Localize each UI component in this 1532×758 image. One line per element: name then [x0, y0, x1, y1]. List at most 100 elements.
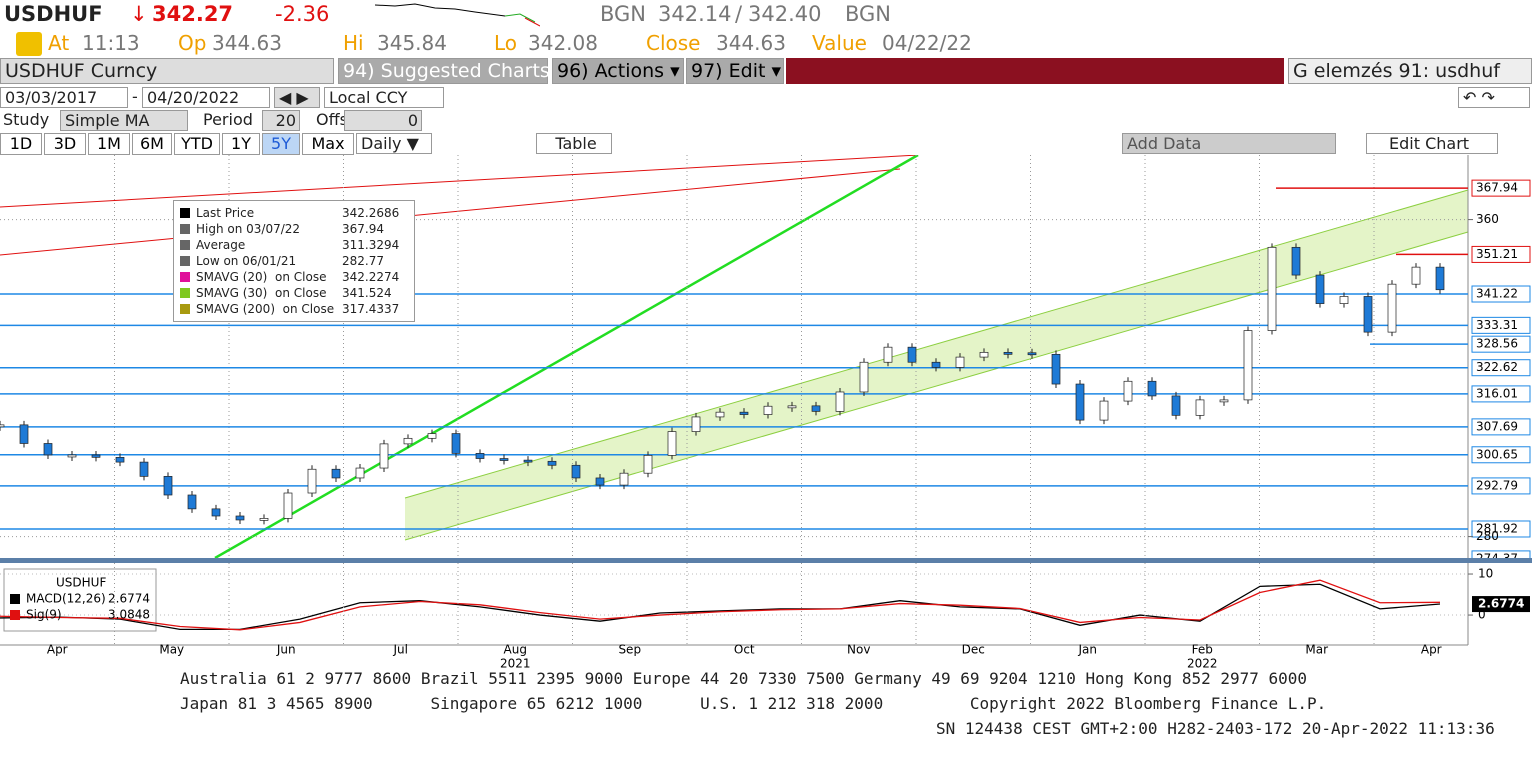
candle — [931, 361, 941, 368]
level-tag — [1471, 359, 1531, 377]
add-data[interactable]: Add Data — [1122, 133, 1336, 154]
x-year-label: 2021 — [500, 657, 531, 671]
legend-label: SMAVG (200) on Close — [196, 302, 335, 316]
period-button[interactable]: 1M — [88, 133, 130, 155]
menu-button[interactable]: 97) Edit ▾ — [686, 58, 784, 84]
quote-label: Hi — [343, 31, 364, 55]
menu-button[interactable]: 94) Suggested Charts — [338, 58, 550, 84]
candle — [691, 416, 701, 432]
candle — [91, 454, 101, 458]
menu-label: 94) Suggested Charts — [343, 60, 550, 82]
candle — [1195, 399, 1205, 416]
quote-label: Close — [646, 31, 701, 55]
candle — [643, 455, 653, 474]
separator: / — [735, 2, 743, 26]
period-button[interactable]: Max — [302, 133, 354, 155]
candle — [1051, 353, 1061, 385]
footer-line: Japan 81 3 4565 8900 Singapore 65 6212 1… — [180, 694, 1327, 713]
legend-value: 341.524 — [342, 286, 392, 300]
bid-ccy: BGN — [600, 2, 647, 26]
legend-row: SMAVG (30) on Close 341.524 — [174, 285, 414, 301]
y-tick-label: 0 — [1478, 608, 1486, 622]
candle — [283, 492, 293, 519]
period-button[interactable]: YTD — [174, 133, 220, 155]
y-tick-label: 280 — [1476, 529, 1499, 543]
period-button[interactable]: 1D — [0, 133, 42, 155]
period-input[interactable]: 20 — [262, 110, 300, 131]
security-box[interactable]: USDHUF Curncy — [0, 58, 334, 84]
end-date[interactable]: 04/20/2022 — [142, 87, 270, 108]
candle — [1219, 399, 1229, 403]
level-tag — [1471, 316, 1531, 334]
candle — [1267, 246, 1277, 331]
legend-label: High on 03/07/22 — [196, 222, 301, 236]
candle — [235, 515, 245, 521]
legend-value: 342.2274 — [342, 270, 400, 284]
function-box[interactable]: G elemzés 91: usdhuf — [1288, 58, 1532, 84]
level-tag — [1471, 446, 1531, 464]
candle — [1027, 352, 1037, 356]
macd-line — [0, 579, 1441, 631]
x-tick-label: Dec — [962, 643, 985, 657]
x-year-label: 2022 — [1187, 657, 1218, 671]
candle — [307, 468, 317, 494]
legend-swatch — [180, 272, 190, 282]
level-label: 316.01 — [1476, 386, 1518, 400]
level-label: 307.69 — [1476, 419, 1518, 433]
macd-line — [0, 583, 1441, 631]
offset-input[interactable]: 0 — [344, 110, 422, 131]
candle — [499, 458, 509, 461]
period-button[interactable]: 5Y — [262, 133, 300, 155]
x-tick-label: Apr — [1421, 643, 1442, 657]
level-label: 274.37 — [1476, 551, 1518, 558]
legend-swatch — [180, 240, 190, 250]
candle — [355, 467, 365, 479]
legend-label: Low on 06/01/21 — [196, 254, 297, 268]
legend-value: 367.94 — [342, 222, 384, 236]
start-date[interactable]: 03/03/2017 — [0, 87, 128, 108]
ask-ccy: BGN — [845, 2, 892, 26]
x-tick-label: Oct — [734, 643, 755, 657]
study-select[interactable]: Simple MA — [60, 110, 188, 131]
channel-line — [404, 189, 1469, 499]
x-tick-label: Nov — [847, 643, 870, 657]
clock-icon — [16, 32, 42, 56]
quote-value: 11:13 — [82, 31, 140, 55]
period-button[interactable]: 6M — [132, 133, 172, 155]
level-tag — [1471, 245, 1531, 263]
undo-redo[interactable]: ↶ ↷ — [1458, 87, 1530, 108]
x-tick-label: Jul — [393, 643, 408, 657]
legend-value: 3.0848 — [108, 608, 150, 622]
legend-label: SMAVG (20) on Close — [196, 270, 327, 284]
candle — [115, 456, 125, 463]
candle — [787, 405, 797, 409]
x-tick-label: Mar — [1305, 643, 1328, 657]
nav-buttons[interactable]: ◀ ▶ — [274, 87, 320, 108]
ask: 342.40 — [748, 2, 822, 26]
level-tag — [1471, 335, 1531, 353]
trend-line — [214, 155, 919, 558]
ticker: USDHUF — [4, 2, 103, 26]
frequency-select[interactable]: Daily ▼ — [356, 133, 432, 154]
edit-chart[interactable]: Edit Chart — [1366, 133, 1498, 154]
candle — [1075, 383, 1085, 421]
period-button[interactable]: 3D — [44, 133, 86, 155]
legend-value: 2.6774 — [108, 592, 150, 606]
quote-label: Value — [812, 31, 867, 55]
level-tag — [1471, 285, 1531, 303]
quote-label: At — [48, 31, 70, 55]
candle — [43, 443, 53, 456]
legend-row: Average 311.3294 — [174, 237, 414, 253]
quote-value: 344.63 — [212, 31, 282, 55]
level-tag — [1471, 418, 1531, 436]
candle — [187, 494, 197, 510]
candle — [211, 508, 221, 517]
legend-label: Last Price — [196, 206, 255, 220]
period-button[interactable]: 1Y — [222, 133, 260, 155]
candle — [1171, 395, 1181, 416]
candle — [1435, 266, 1445, 291]
menu-button[interactable]: 96) Actions ▾ — [552, 58, 684, 84]
currency-select[interactable]: Local CCY — [324, 87, 444, 108]
table-button[interactable]: Table — [536, 133, 612, 154]
quote-value: 342.08 — [528, 31, 598, 55]
